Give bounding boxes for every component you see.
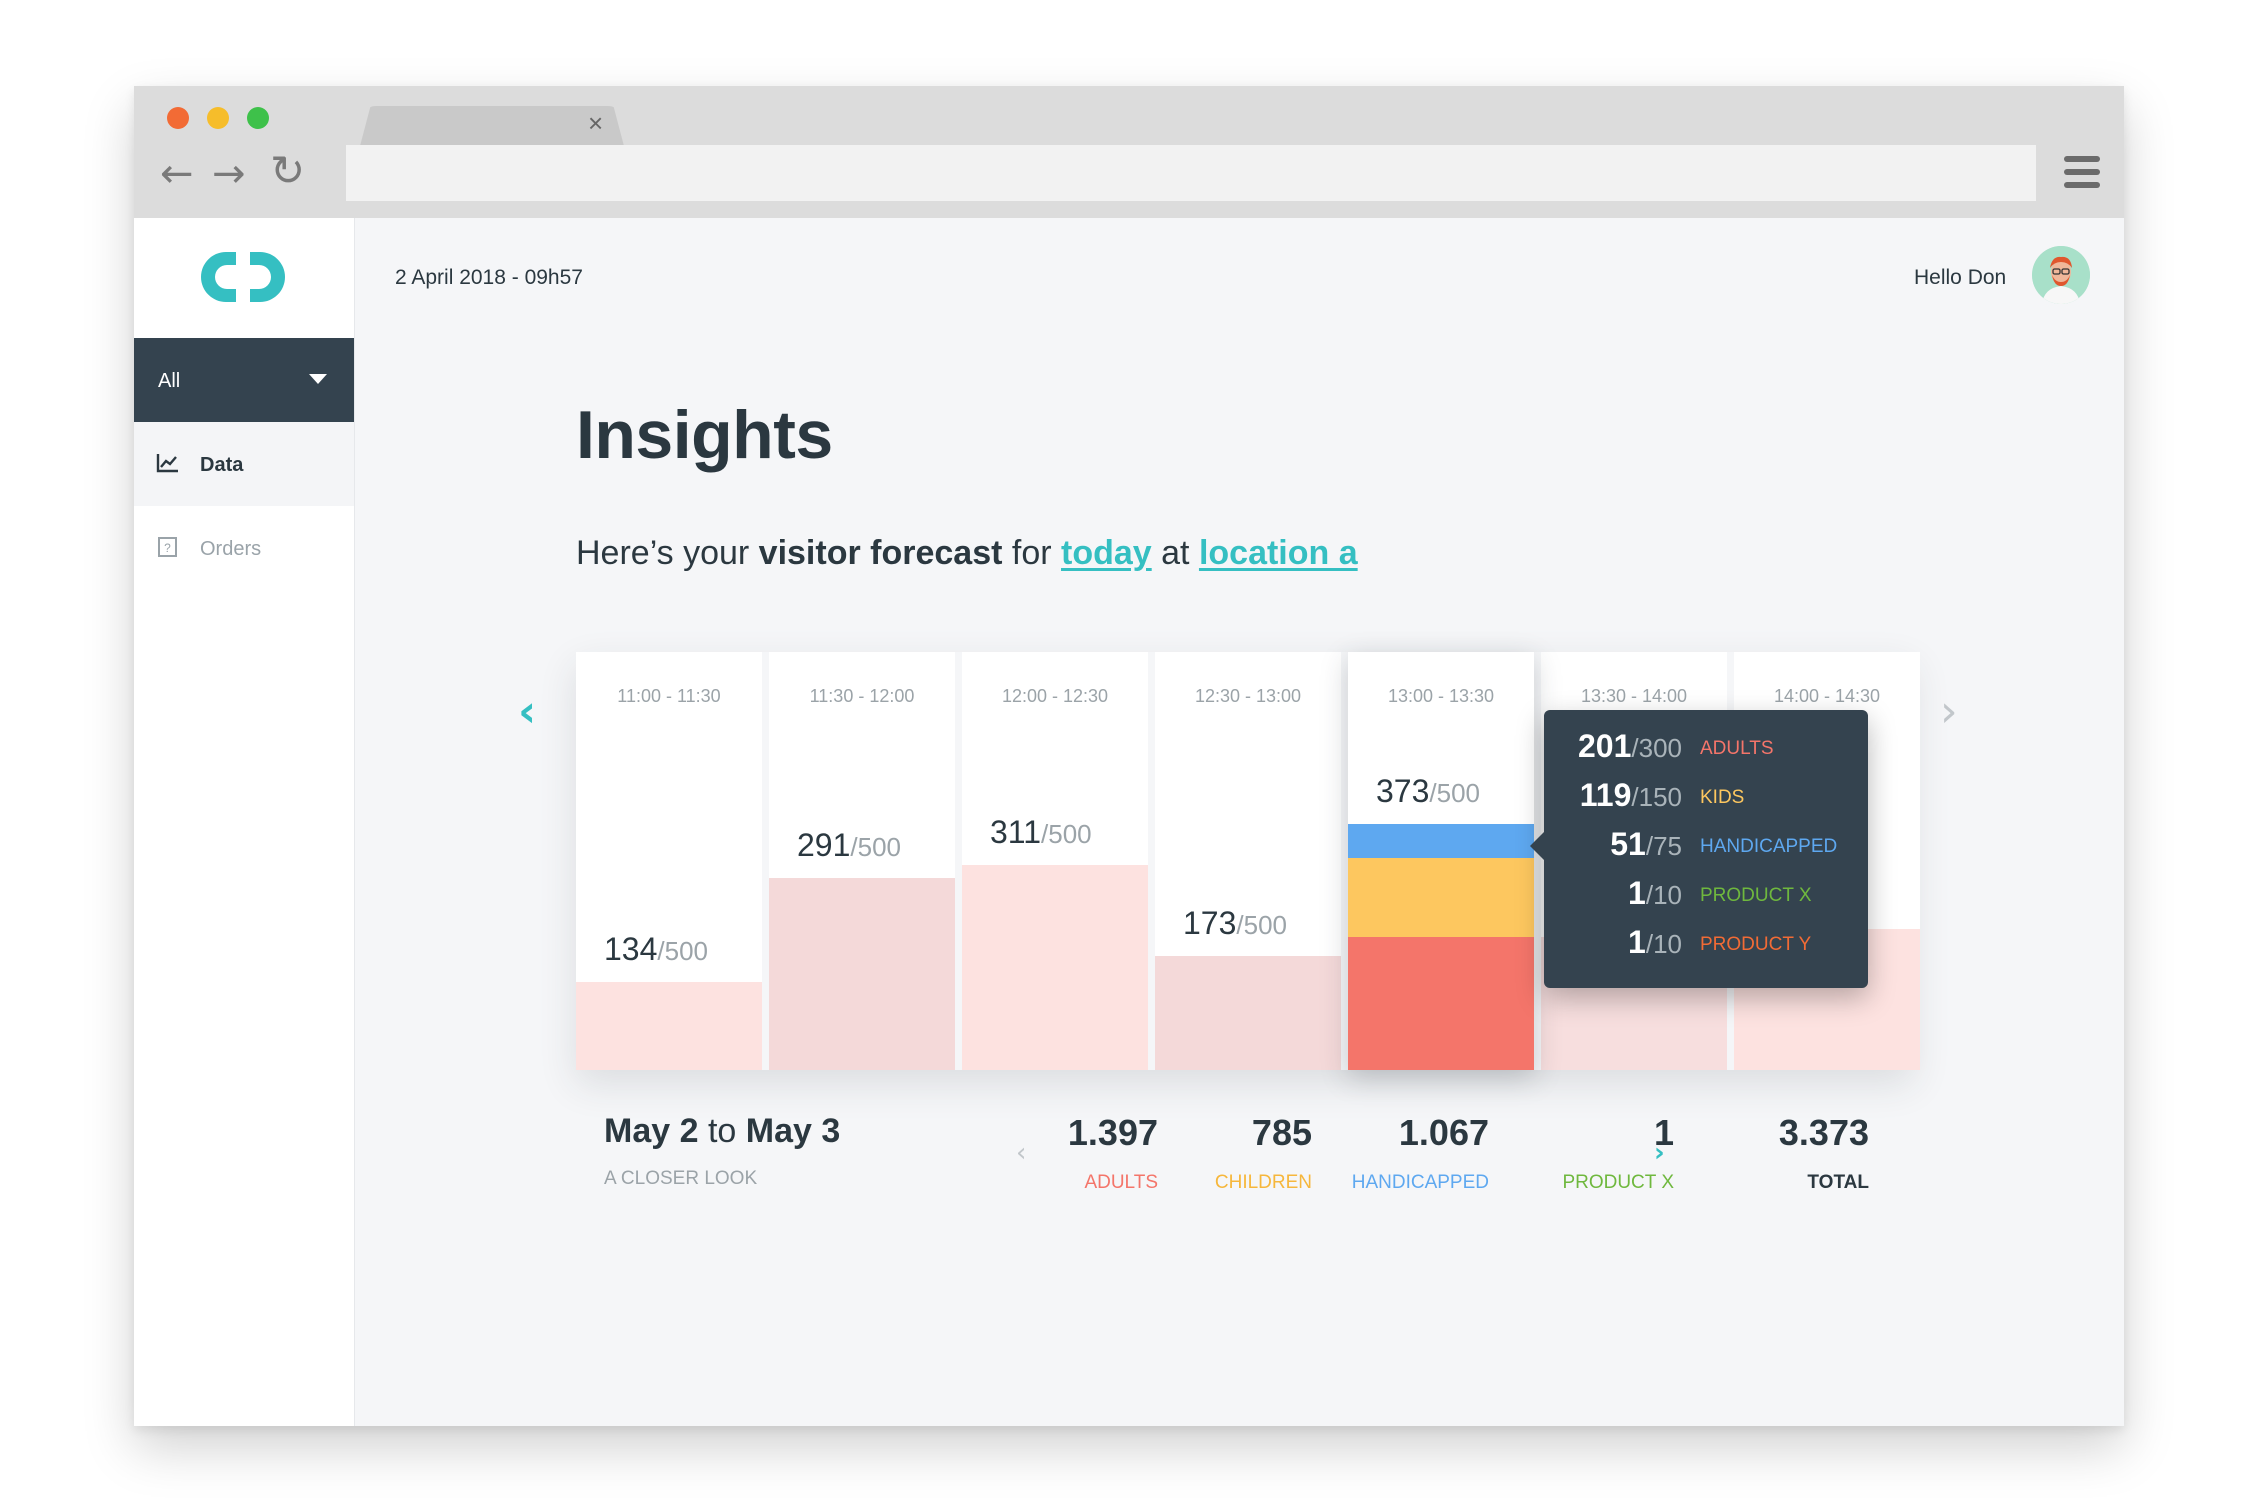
summary-total: 3.373 TOTAL	[1779, 1112, 1869, 1194]
forecast-slot-card[interactable]: 11:00 - 11:30 134/500	[576, 652, 762, 1070]
tooltip-row: 201/300 ADULTS	[1544, 724, 1868, 772]
range-start: May 2	[604, 1112, 699, 1150]
close-window-button[interactable]	[167, 107, 189, 129]
sidebar-item-data[interactable]: Data	[134, 422, 354, 506]
greeting: Hello Don	[1914, 266, 2007, 289]
stat-value: 1	[1653, 1112, 1674, 1153]
tooltip-row: 119/150 KIDS	[1544, 773, 1868, 821]
browser-window: × ← → ↻ All Data ?	[134, 86, 2124, 1426]
summary-stat: 1.397 ADULTS	[1068, 1112, 1158, 1194]
maximize-window-button[interactable]	[247, 107, 269, 129]
hamburger-menu-icon[interactable]	[2064, 156, 2100, 188]
prev-slot-button[interactable]: ‹	[518, 686, 537, 737]
sidebar-item-orders[interactable]: ? Orders	[134, 506, 354, 590]
stacked-segment	[1348, 937, 1534, 1070]
filter-dropdown-label: All	[158, 370, 181, 392]
stat-value: 1.397	[1067, 1112, 1158, 1153]
close-tab-icon[interactable]: ×	[588, 108, 604, 138]
subtitle-connector: at	[1151, 534, 1199, 572]
tooltip-value: 119/150	[1579, 777, 1682, 813]
slot-fill-bar	[576, 982, 762, 1070]
slot-time-label: 12:00 - 12:30	[1001, 686, 1109, 706]
back-arrow-icon[interactable]: ←	[160, 151, 194, 197]
stat-label: TOTAL	[1807, 1172, 1869, 1193]
subtitle-connector: for	[1002, 534, 1062, 572]
question-box-icon: ?	[158, 537, 177, 557]
tooltip-row: 1/10 PRODUCT X	[1544, 871, 1868, 919]
tooltip-row: 1/10 PRODUCT Y	[1544, 920, 1868, 968]
stat-value: 3.373	[1778, 1112, 1869, 1153]
tooltip-value: 51/75	[1610, 826, 1682, 862]
subtitle-emphasis: visitor forecast	[758, 534, 1003, 572]
tooltip-category: PRODUCT X	[1700, 885, 1812, 906]
slot-fill-bar	[769, 878, 955, 1070]
summary-next-button[interactable]: ›	[1654, 1138, 1665, 1168]
summary-stat: 1 PRODUCT X	[1562, 1112, 1674, 1194]
tooltip-value: 201/300	[1578, 728, 1682, 764]
chart-icon	[156, 454, 178, 473]
sidebar: All Data ? Orders	[134, 218, 354, 1426]
slot-value-label: 134/500	[604, 931, 708, 967]
reload-icon[interactable]: ↻	[270, 146, 306, 195]
page-title: Insights	[576, 397, 833, 473]
slot-time-label: 13:00 - 13:30	[1387, 686, 1495, 706]
caret-down-icon	[309, 374, 327, 384]
next-slot-button[interactable]: ›	[1940, 686, 1958, 737]
breakdown-tooltip: 201/300 ADULTS 119/150 KIDS 51/75 HANDICAPPED…	[1530, 710, 1868, 988]
summary-prev-button[interactable]: ‹	[1016, 1138, 1027, 1168]
sidebar-item-label: Orders	[200, 538, 262, 560]
slot-time-label: 13:30 - 14:00	[1580, 686, 1688, 706]
forecast-slot-card[interactable]: 13:00 - 13:30 373/500	[1348, 652, 1534, 1070]
location-filter-link[interactable]: location a	[1198, 534, 1358, 572]
summary-stat: 785 CHILDREN	[1215, 1112, 1312, 1194]
date-range-caption: A CLOSER LOOK	[604, 1168, 758, 1189]
slot-time-label: 14:00 - 14:30	[1773, 686, 1881, 706]
address-bar[interactable]	[346, 145, 2036, 201]
stat-label: CHILDREN	[1214, 1172, 1312, 1193]
minimize-window-button[interactable]	[207, 107, 229, 129]
tooltip-category: ADULTS	[1700, 738, 1774, 759]
filter-dropdown[interactable]: All	[134, 338, 354, 422]
summary-stat: 1.067 HANDICAPPED	[1352, 1112, 1489, 1194]
browser-tab[interactable]	[360, 106, 624, 146]
stat-value: 785	[1251, 1112, 1312, 1153]
subtitle-prefix: Here’s your	[576, 534, 759, 572]
stacked-segment	[1348, 858, 1534, 937]
tooltip-row: 51/75 HANDICAPPED	[1544, 822, 1868, 870]
slot-time-label: 11:00 - 11:30	[617, 686, 721, 706]
date-filter-link[interactable]: today	[1061, 534, 1152, 572]
slot-value-label: 311/500	[990, 814, 1092, 850]
slot-value-label: 373/500	[1376, 773, 1480, 809]
svg-text:?: ?	[164, 541, 171, 555]
forward-arrow-icon[interactable]: →	[212, 151, 246, 197]
logo-icon[interactable]	[200, 244, 286, 310]
forecast-subtitle: Here’s your visitor forecast for today a…	[576, 534, 1358, 573]
slot-fill-bar	[1155, 956, 1341, 1070]
tooltip-value: 1/10	[1628, 924, 1682, 960]
browser-chrome: × ← → ↻	[134, 86, 2124, 218]
stat-label: ADULTS	[1084, 1172, 1158, 1193]
slot-value-label: 173/500	[1183, 905, 1287, 941]
tooltip-category: PRODUCT Y	[1700, 934, 1812, 955]
slot-fill-bar	[962, 865, 1148, 1070]
avatar[interactable]	[2032, 246, 2090, 304]
range-end: May 3	[745, 1112, 841, 1150]
forecast-slot-card[interactable]: 12:30 - 13:00 173/500	[1155, 652, 1341, 1070]
stat-value: 1.067	[1398, 1112, 1489, 1153]
tooltip-category: HANDICAPPED	[1700, 836, 1838, 857]
slot-value-label: 291/500	[797, 827, 901, 863]
forecast-slot-card[interactable]: 12:00 - 12:30 311/500	[962, 652, 1148, 1070]
range-separator: to	[698, 1112, 746, 1150]
sidebar-item-label: Data	[200, 454, 244, 476]
tooltip-value: 1/10	[1628, 875, 1682, 911]
slot-time-label: 12:30 - 13:00	[1194, 686, 1302, 706]
date-range: May 2 to May 3	[604, 1112, 840, 1151]
tooltip-category: KIDS	[1700, 787, 1745, 808]
current-datetime: 2 April 2018 - 09h57	[395, 266, 583, 289]
stat-label: HANDICAPPED	[1351, 1172, 1489, 1193]
forecast-slot-card[interactable]: 11:30 - 12:00 291/500	[769, 652, 955, 1070]
stacked-segment	[1348, 824, 1534, 858]
stat-label: PRODUCT X	[1562, 1172, 1674, 1193]
slot-time-label: 11:30 - 12:00	[809, 686, 915, 706]
